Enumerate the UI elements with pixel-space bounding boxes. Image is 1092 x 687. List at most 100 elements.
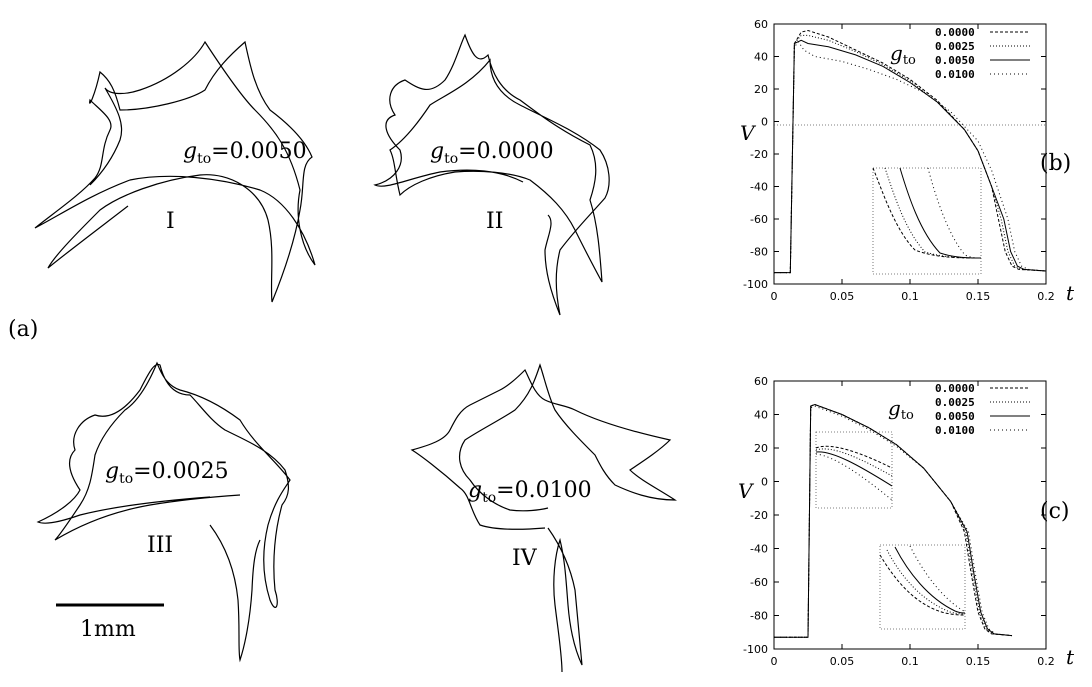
chart-c-inset2-frame bbox=[879, 544, 966, 630]
chart-c-y-ticks: 60 40 20 0 -20 -40 -60 -80 -100 bbox=[743, 375, 1046, 656]
chart-c-inset1-curve-0100 bbox=[815, 453, 893, 501]
series-line-0.0050 bbox=[774, 39, 1047, 274]
chart-c-inset2 bbox=[879, 545, 966, 616]
trajectory-IV-tail bbox=[547, 527, 583, 673]
chart-b-inset-frame bbox=[872, 167, 982, 275]
trajectory-II: gto=0.0000 II bbox=[373, 33, 610, 316]
y-tick-label: 20 bbox=[754, 83, 768, 96]
panel-a-label: (a) bbox=[8, 317, 38, 342]
chart-c-legend-sub: to bbox=[901, 408, 914, 423]
y-tick-label: -20 bbox=[750, 148, 768, 161]
trajectory-I-value: =0.0050 bbox=[211, 139, 306, 164]
trajectory-II-sub: to bbox=[444, 151, 458, 167]
x-tick-label: 0.2 bbox=[1037, 655, 1055, 668]
trajectory-IV-sub: to bbox=[482, 490, 496, 506]
svg-text:gto=0.0000: gto=0.0000 bbox=[430, 139, 554, 167]
chart-b-inset-curve-0000 bbox=[872, 167, 982, 259]
y-tick-label: 20 bbox=[754, 442, 768, 455]
y-tick-label: 0 bbox=[761, 476, 768, 489]
trajectory-I-numeral: I bbox=[166, 209, 175, 234]
scale-bar: 1mm bbox=[56, 603, 164, 642]
chart-c-inset2-curve-0025 bbox=[886, 549, 966, 615]
legend-label-0.0100: 0.0100 bbox=[935, 424, 975, 437]
x-tick-label: 0.15 bbox=[966, 655, 991, 668]
chart-b-legend-g: g bbox=[890, 41, 903, 65]
y-tick-label: 0 bbox=[761, 116, 768, 129]
trajectory-III-tail bbox=[209, 524, 261, 663]
trajectory-II-numeral: II bbox=[486, 209, 503, 234]
chart-c-panel-label: (c) bbox=[1040, 499, 1070, 524]
chart-b-inset-curve-0100 bbox=[927, 167, 982, 259]
chart-b-x-ticks: 0 0.05 0.1 0.15 0.2 bbox=[771, 24, 1055, 303]
x-tick-label: 0.15 bbox=[966, 290, 991, 303]
trajectory-III-g: g bbox=[105, 459, 119, 484]
trajectory-IV-path bbox=[410, 363, 677, 530]
trajectory-IV-g: g bbox=[468, 478, 482, 503]
x-tick-label: 0.05 bbox=[830, 290, 855, 303]
legend-label-0.0000: 0.0000 bbox=[935, 382, 975, 395]
chart-c-inset1-frame bbox=[815, 431, 893, 509]
chart-c-xlabel: t bbox=[1066, 645, 1075, 669]
chart-b-inset-curve-0050 bbox=[899, 167, 982, 259]
series-line-0.0100 bbox=[774, 405, 1013, 638]
scale-bar-label: 1mm bbox=[80, 617, 136, 642]
trajectory-III-value: =0.0025 bbox=[133, 459, 228, 484]
chart-b-panel-label: (b) bbox=[1040, 151, 1071, 176]
trajectory-III: gto=0.0025 III bbox=[36, 361, 291, 663]
chart-c-inset1 bbox=[815, 445, 893, 501]
panel-a: (a) gto=0.0050 I gto=0.0000 II gto=0.002… bbox=[8, 33, 677, 673]
x-tick-label: 0 bbox=[771, 655, 778, 668]
legend-label-0.0100: 0.0100 bbox=[935, 68, 975, 81]
svg-text:gto=0.0050: gto=0.0050 bbox=[183, 139, 307, 167]
chart-c-legend-g: g bbox=[888, 396, 901, 420]
y-tick-label: 40 bbox=[754, 51, 768, 64]
chart-c-inset2-curve-0050 bbox=[894, 546, 966, 614]
trajectory-IV-numeral: IV bbox=[512, 546, 538, 571]
y-tick-label: -100 bbox=[743, 643, 768, 656]
svg-text:gto: gto bbox=[890, 41, 916, 68]
series-line-0.0000 bbox=[774, 29, 1047, 274]
y-tick-label: 60 bbox=[754, 375, 768, 388]
trajectory-IV: gto=0.0100 IV bbox=[410, 363, 677, 673]
svg-text:gto=0.0100: gto=0.0100 bbox=[468, 478, 592, 506]
trajectory-I-g: g bbox=[183, 139, 197, 164]
chart-b-series bbox=[774, 29, 1047, 274]
chart-c-inset2-curve-0000 bbox=[879, 554, 966, 616]
trajectory-I: gto=0.0050 I bbox=[34, 40, 316, 303]
trajectory-II-g: g bbox=[430, 139, 444, 164]
trajectory-III-path bbox=[36, 361, 291, 608]
trajectory-I-sub: to bbox=[197, 151, 211, 167]
x-tick-label: 0.1 bbox=[901, 655, 919, 668]
chart-c-inset1-curve-0050 bbox=[815, 451, 893, 487]
legend-label-0.0050: 0.0050 bbox=[935, 410, 975, 423]
trajectory-I-path bbox=[34, 40, 316, 303]
series-line-0.0050 bbox=[774, 403, 1013, 638]
chart-b-xlabel: t bbox=[1066, 281, 1075, 305]
chart-c-inset1-curve-0000 bbox=[815, 445, 893, 469]
chart-c-series bbox=[774, 403, 1013, 638]
y-tick-label: -100 bbox=[743, 278, 768, 291]
trajectory-III-sub: to bbox=[119, 471, 133, 487]
y-tick-label: -40 bbox=[750, 181, 768, 194]
y-tick-label: -80 bbox=[750, 246, 768, 259]
legend-label-0.0050: 0.0050 bbox=[935, 54, 975, 67]
trajectory-II-value: =0.0000 bbox=[458, 139, 553, 164]
y-tick-label: -60 bbox=[750, 576, 768, 589]
trajectory-II-path bbox=[373, 33, 610, 316]
x-tick-label: 0.1 bbox=[901, 290, 919, 303]
trajectory-III-numeral: III bbox=[147, 533, 173, 558]
x-tick-label: 0.2 bbox=[1037, 290, 1055, 303]
chart-b-inset bbox=[872, 167, 982, 259]
y-tick-label: 40 bbox=[754, 409, 768, 422]
y-tick-label: -80 bbox=[750, 610, 768, 623]
chart-b-legend-sub: to bbox=[903, 53, 916, 68]
x-tick-label: 0 bbox=[771, 290, 778, 303]
series-line-0.0025 bbox=[774, 34, 1047, 274]
y-tick-label: -60 bbox=[750, 213, 768, 226]
